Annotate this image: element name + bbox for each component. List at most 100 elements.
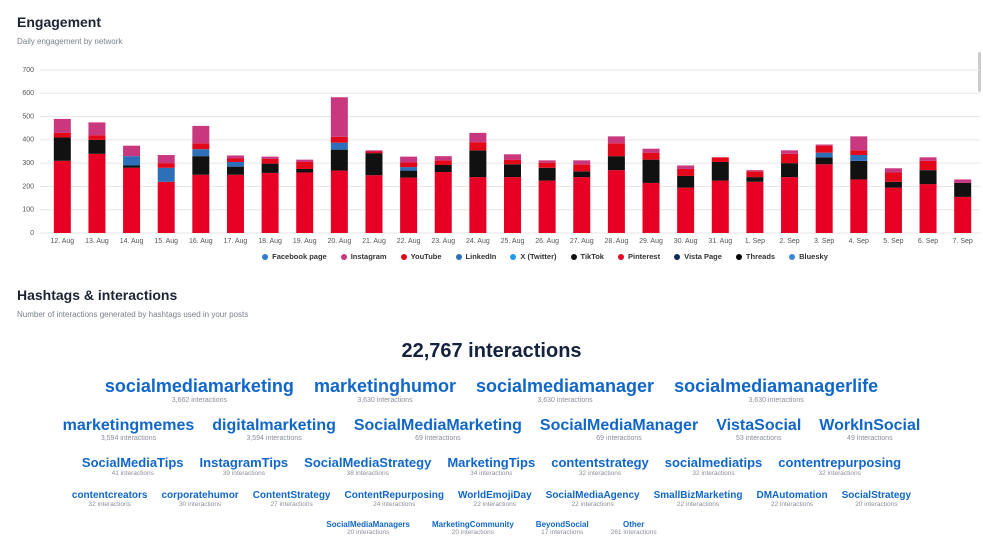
bar-segment (607, 156, 625, 171)
hashtag: Other 261 interactions (611, 520, 657, 536)
hashtag-name: ContentStrategy (252, 490, 331, 501)
hashtag: digitalmarketing 3,594 interactions (212, 417, 336, 442)
hashtag: MarketingTips 34 interactions (447, 455, 535, 477)
hashtag: SocialMediaTips 41 interactions (82, 455, 184, 477)
bar-segment (677, 168, 695, 176)
hashtag-name: SocialMediaManager (539, 417, 699, 434)
hashtag-count: 53 interactions (735, 435, 782, 442)
legend-swatch (510, 253, 517, 260)
hashtag-name: SocialMediaManagers (326, 520, 410, 529)
hashtag-name: SmallBizMarketing (653, 490, 743, 501)
hashtag-name: BeyondSocial (535, 520, 589, 529)
bar-segment (954, 196, 972, 233)
bar-segment (919, 184, 937, 233)
bar-segment (815, 157, 833, 165)
bar-segment (123, 145, 141, 157)
bar-segment (746, 171, 764, 178)
hashtag-count: 38 interactions (346, 470, 389, 477)
hashtag-count: 3,630 interactions (357, 397, 413, 404)
hashtag-count: 20 interactions (855, 501, 898, 508)
legend-swatch (455, 253, 462, 260)
bar-segment (53, 132, 71, 138)
legend-item: LinkedIn (455, 252, 496, 261)
legend-item: Vista Page (674, 252, 722, 261)
bar-segment (607, 143, 625, 157)
y-tick-label: 700 (22, 67, 34, 74)
bar-segment (192, 156, 210, 175)
hashtag: socialmediamarketing 3,662 interactions (105, 376, 294, 404)
hashtag-name: digitalmarketing (212, 417, 336, 434)
bar-segment (504, 177, 521, 233)
hashtag-name: Other (622, 520, 645, 529)
bar-segment (434, 165, 452, 172)
hashtag-count: 30 interactions (178, 501, 222, 508)
bar-segment (330, 97, 348, 137)
bar-segment (711, 180, 729, 233)
bar-segment (88, 122, 106, 136)
bar-segment (296, 159, 314, 162)
hashtag: SocialMediaManagers 20 interactions (326, 520, 410, 536)
bar-segment (400, 177, 418, 233)
bar-segment (677, 165, 695, 169)
x-tick-label: 23. Aug (431, 238, 455, 245)
hashtag-row: SocialMediaTips 41 interactions InstagramT… (40, 455, 943, 477)
x-tick-label: 26. Aug (535, 238, 559, 245)
hashtag-row: contentcreators 32 interactions corporateh… (40, 490, 943, 508)
hashtag: contentrepurposing 32 interactions (778, 455, 901, 477)
bar-segment (400, 167, 418, 171)
bar-segment (711, 161, 729, 181)
bar-segment (226, 158, 244, 162)
hashtag-name: socialmediamanager (475, 376, 655, 396)
hashtag-name: contentcreators (71, 490, 148, 501)
bar-segment (192, 174, 210, 233)
hashtag-count: 22 interactions (770, 501, 814, 508)
bar-segment (192, 143, 210, 150)
bar-segment (919, 160, 937, 171)
hashtag: socialmediamanagerlife 3,630 interactions (674, 376, 878, 404)
bar-segment (88, 135, 106, 140)
hashtag-name: SocialMediaStrategy (304, 455, 432, 470)
x-tick-label: 18. Aug (258, 238, 282, 245)
bar-segment (504, 164, 521, 178)
bar-segment (850, 160, 868, 180)
bar-segment (573, 160, 591, 165)
hashtag: VistaSocial 53 interactions (716, 417, 801, 442)
bar-segment (192, 149, 210, 157)
x-tick-label: 6. Sep (918, 238, 938, 245)
x-tick-label: 31. Aug (708, 238, 732, 245)
legend-swatch (674, 253, 681, 260)
hashtag-count: 261 interactions (610, 529, 657, 536)
legend-label: Bluesky (799, 252, 828, 261)
bar-segment (954, 179, 972, 183)
hashtag-count: 24 interactions (373, 501, 416, 508)
bar-segment (746, 181, 764, 233)
hashtag: socialmediatips 32 interactions (665, 455, 763, 477)
hashtag-count: 3,594 interactions (246, 435, 302, 442)
x-tick-label: 22. Aug (397, 238, 421, 245)
hashtag: ContentRepurposing 24 interactions (345, 490, 444, 508)
hashtag-name: marketingmemes (62, 417, 195, 434)
x-tick-label: 3. Sep (814, 238, 834, 245)
x-tick-label: 24. Aug (466, 238, 490, 245)
bar-segment (226, 174, 244, 233)
x-tick-label: 30. Aug (674, 238, 698, 245)
bar-segment (365, 153, 383, 176)
x-tick-label: 25. Aug (501, 238, 525, 245)
bar-segment (157, 154, 175, 164)
bar-segment (677, 187, 695, 233)
bar-segment (53, 160, 71, 233)
hashtag-count: 39 interactions (222, 470, 265, 477)
legend-swatch (340, 253, 347, 260)
bar-segment (88, 139, 106, 154)
bar-segment (815, 164, 833, 233)
legend-swatch (617, 253, 624, 260)
hashtag-count: 41 interactions (111, 470, 154, 477)
legend-item: TikTok (570, 252, 604, 261)
bar-segment (711, 157, 729, 162)
x-tick-label: 20. Aug (327, 238, 351, 245)
hashtag-count: 3,662 interactions (171, 397, 228, 404)
bar-segment (781, 177, 799, 233)
bar-segment (746, 170, 764, 172)
bar-segment (538, 160, 556, 163)
